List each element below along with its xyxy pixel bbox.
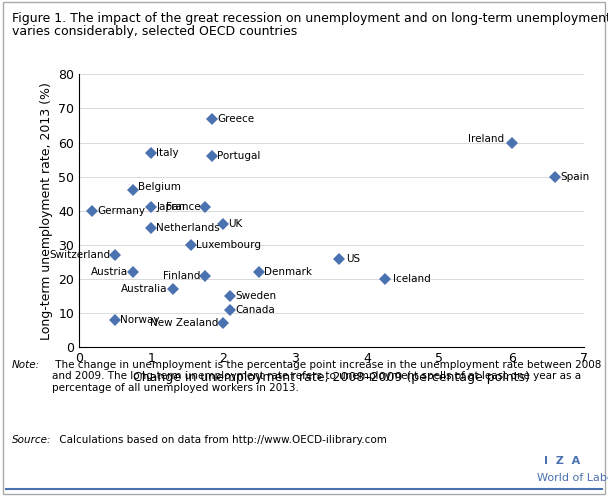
Text: World of Labor: World of Labor — [537, 473, 608, 483]
Text: Belgium: Belgium — [138, 182, 181, 192]
Text: France: France — [165, 202, 200, 212]
Text: Note:: Note: — [12, 360, 40, 370]
Text: Figure 1. The impact of the great recession on unemployment and on long-term une: Figure 1. The impact of the great recess… — [12, 12, 608, 25]
Text: Iceland: Iceland — [393, 274, 430, 284]
Text: New Zealand: New Zealand — [150, 318, 218, 328]
Text: Austria: Austria — [91, 267, 128, 277]
Text: Greece: Greece — [218, 114, 255, 124]
Text: UK: UK — [228, 219, 243, 230]
Text: Portugal: Portugal — [218, 151, 261, 161]
Text: US: US — [346, 253, 360, 263]
X-axis label: Change in unemployment rate, 2008–2009 (percentage points): Change in unemployment rate, 2008–2009 (… — [133, 371, 530, 383]
Text: Spain: Spain — [560, 172, 589, 182]
Text: Switzerland: Switzerland — [49, 250, 110, 260]
Text: Netherlands: Netherlands — [156, 223, 220, 233]
Text: Germany: Germany — [97, 206, 145, 216]
Text: Ireland: Ireland — [468, 134, 505, 144]
Text: Sweden: Sweden — [235, 291, 277, 301]
Text: Italy: Italy — [156, 148, 179, 158]
Text: The change in unemployment is the percentage point increase in the unemployment : The change in unemployment is the percen… — [52, 360, 601, 393]
Text: Source:: Source: — [12, 435, 52, 445]
Text: Finland: Finland — [163, 271, 200, 281]
Text: Canada: Canada — [235, 305, 275, 314]
Text: Australia: Australia — [121, 284, 168, 294]
Text: Japan: Japan — [156, 202, 185, 212]
Text: Calculations based on data from http://www.OECD-ilibrary.com: Calculations based on data from http://w… — [56, 435, 387, 445]
Text: varies considerably, selected OECD countries: varies considerably, selected OECD count… — [12, 25, 297, 38]
Y-axis label: Long-term unemployment rate, 2013 (%): Long-term unemployment rate, 2013 (%) — [40, 82, 53, 340]
Text: Denmark: Denmark — [264, 267, 313, 277]
Text: Norway: Norway — [120, 315, 160, 325]
Text: Luxembourg: Luxembourg — [196, 240, 261, 250]
Text: I  Z  A: I Z A — [544, 456, 581, 466]
